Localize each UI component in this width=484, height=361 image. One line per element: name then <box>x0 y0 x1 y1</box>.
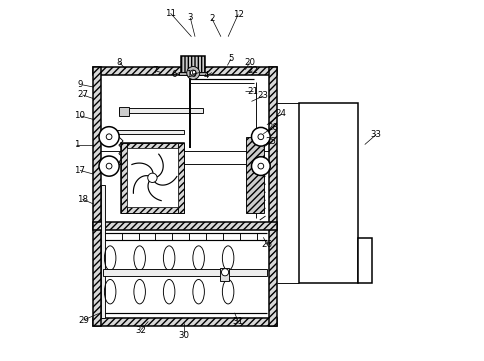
Text: 4: 4 <box>203 71 209 80</box>
Bar <box>298 103 358 283</box>
Text: 6: 6 <box>171 70 177 79</box>
Text: 3: 3 <box>187 13 193 22</box>
Text: 9: 9 <box>77 81 82 89</box>
Bar <box>179 72 207 75</box>
Bar <box>105 130 183 134</box>
Text: 30: 30 <box>179 331 189 340</box>
Circle shape <box>186 66 199 79</box>
Text: 28: 28 <box>267 123 278 132</box>
Text: 26: 26 <box>261 240 272 249</box>
Circle shape <box>251 157 270 175</box>
Circle shape <box>106 134 112 140</box>
Bar <box>126 148 178 207</box>
Circle shape <box>221 269 228 276</box>
Text: 7: 7 <box>152 66 158 75</box>
Text: 23: 23 <box>257 91 268 100</box>
Text: 31: 31 <box>232 317 243 326</box>
Circle shape <box>99 156 119 176</box>
Bar <box>93 67 101 326</box>
Text: 2: 2 <box>209 14 214 23</box>
Text: 17: 17 <box>75 166 85 175</box>
Circle shape <box>257 163 263 169</box>
Text: 32: 32 <box>136 326 146 335</box>
Text: 21: 21 <box>247 87 258 96</box>
Bar <box>358 238 371 283</box>
Text: 33: 33 <box>370 130 381 139</box>
Text: 11: 11 <box>165 9 176 18</box>
Bar <box>121 207 183 213</box>
Text: 5: 5 <box>228 55 233 64</box>
Text: 12: 12 <box>232 10 243 19</box>
Text: 10: 10 <box>75 111 85 120</box>
Bar <box>181 56 205 73</box>
Bar <box>121 143 183 213</box>
Text: 20: 20 <box>243 58 255 67</box>
Circle shape <box>257 134 263 140</box>
Bar <box>93 318 276 326</box>
Bar <box>93 67 276 75</box>
Bar <box>220 268 229 281</box>
Text: 24: 24 <box>275 109 286 118</box>
Bar <box>246 136 263 213</box>
Text: 19: 19 <box>186 70 197 79</box>
Bar <box>121 143 126 213</box>
Text: 25: 25 <box>265 137 276 146</box>
Text: 1: 1 <box>74 140 79 149</box>
Bar <box>103 269 266 276</box>
Bar <box>93 222 276 230</box>
Circle shape <box>148 173 157 182</box>
Circle shape <box>106 163 112 169</box>
Bar <box>101 185 105 318</box>
Text: 18: 18 <box>77 195 88 204</box>
Bar <box>119 107 129 116</box>
Circle shape <box>251 127 270 146</box>
Bar <box>178 143 183 213</box>
Circle shape <box>99 127 119 147</box>
Circle shape <box>190 70 196 76</box>
Bar <box>268 67 276 326</box>
Text: 8: 8 <box>117 58 122 67</box>
Text: 27: 27 <box>77 90 88 99</box>
Text: 22: 22 <box>246 66 257 75</box>
Bar <box>119 108 202 113</box>
Text: 29: 29 <box>78 316 89 325</box>
Bar <box>121 143 183 148</box>
